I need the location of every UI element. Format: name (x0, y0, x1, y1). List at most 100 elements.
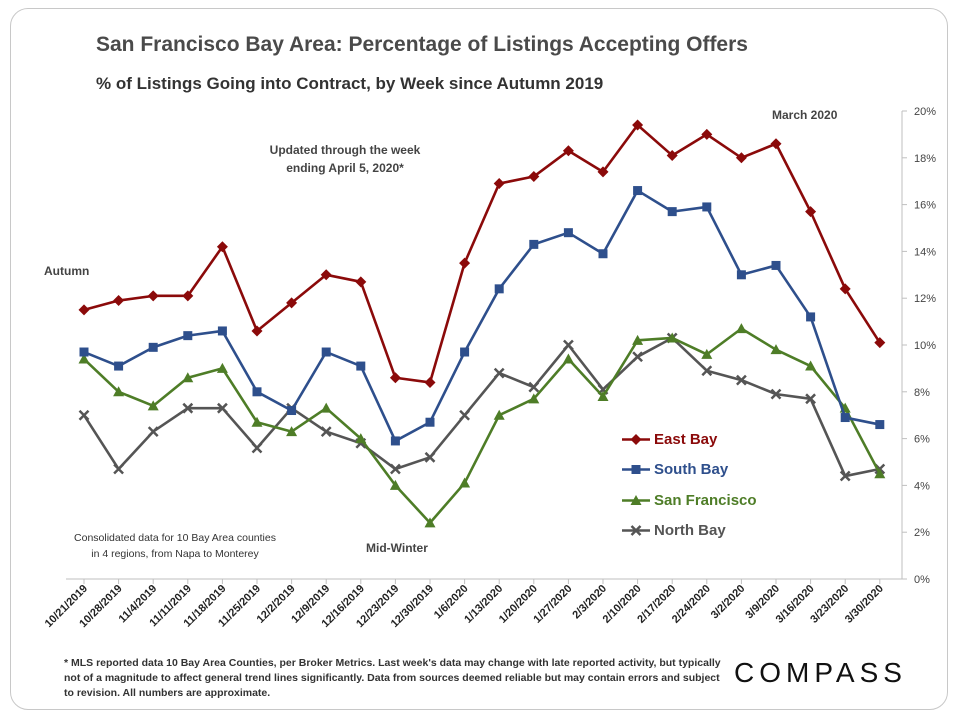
data-point-north-bay (701, 365, 713, 377)
legend-marker-san-francisco (622, 494, 650, 505)
data-point-south-bay (736, 270, 746, 280)
data-point-north-bay (632, 351, 643, 363)
data-point-east-bay (113, 295, 125, 307)
compass-logo: COMPASS (734, 657, 907, 688)
data-point-south-bay (425, 417, 435, 427)
data-point-east-bay (632, 119, 644, 131)
legend-item-east-bay: East Bay (622, 424, 757, 455)
data-point-south-bay (390, 436, 400, 446)
annotation-consolidated-line2: in 4 regions, from Napa to Monterey (91, 548, 259, 560)
data-point-north-bay (390, 463, 401, 475)
data-point-north-bay (770, 388, 782, 400)
data-point-san-francisco (597, 390, 609, 401)
data-point-north-bay (182, 402, 194, 414)
data-point-san-francisco (701, 348, 713, 359)
data-point-san-francisco (355, 433, 367, 444)
legend-label-north-bay: North Bay (654, 522, 726, 540)
annotation-updated: Updated through the week ending April 5,… (240, 141, 450, 177)
legend-marker-south-bay (622, 465, 650, 475)
data-point-south-bay (79, 347, 89, 357)
data-point-north-bay (320, 426, 332, 437)
data-point-east-bay (424, 376, 436, 388)
y-tick-label: 12% (914, 293, 936, 305)
series-line-east-bay (83, 123, 881, 384)
data-point-san-francisco (320, 402, 332, 413)
data-point-east-bay (286, 297, 298, 309)
data-point-north-bay (113, 463, 124, 475)
series-line-san-francisco (83, 327, 881, 525)
data-point-south-bay (563, 228, 573, 238)
y-tick-label: 2% (914, 527, 930, 539)
data-point-south-bay (598, 249, 608, 259)
data-point-san-francisco (770, 344, 782, 355)
data-point-north-bay (528, 381, 540, 393)
data-point-north-bay (217, 402, 228, 414)
data-point-san-francisco (216, 362, 228, 373)
legend-label-san-francisco: San Francisco (654, 491, 757, 509)
data-point-east-bay (735, 152, 747, 164)
data-point-san-francisco (251, 416, 263, 427)
data-point-san-francisco (78, 353, 90, 364)
data-point-south-bay (806, 312, 816, 322)
data-point-north-bay (839, 470, 851, 482)
data-point-east-bay (493, 178, 505, 190)
annotation-updated-line1: Updated through the week (269, 143, 421, 157)
y-tick-label: 4% (914, 480, 930, 492)
annotation-autumn: Autumn (44, 264, 90, 278)
y-tick-label: 20% (914, 106, 936, 118)
footnote: * MLS reported data 10 Bay Area Counties… (64, 657, 721, 699)
data-point-south-bay (702, 202, 712, 212)
data-point-south-bay (633, 186, 643, 196)
annotation-march: March 2020 (772, 108, 838, 122)
y-tick-label: 14% (914, 246, 936, 258)
data-point-north-bay (147, 426, 159, 437)
data-point-east-bay (839, 283, 851, 295)
chart-title: San Francisco Bay Area: Percentage of Li… (96, 33, 748, 56)
series-line-north-bay (82, 336, 881, 478)
data-point-san-francisco (805, 360, 817, 371)
y-tick-label: 18% (914, 153, 936, 165)
x-tick-label: 3/2/2020 (709, 583, 748, 622)
data-point-east-bay (805, 206, 817, 218)
data-point-east-bay (562, 145, 574, 157)
data-point-san-francisco (493, 409, 505, 420)
data-point-east-bay (389, 372, 401, 384)
data-point-san-francisco (459, 477, 471, 488)
data-point-san-francisco (389, 479, 401, 490)
y-tick-label: 10% (914, 340, 936, 352)
slide-frame (10, 8, 948, 710)
data-point-east-bay (528, 171, 540, 183)
data-point-san-francisco (147, 400, 159, 411)
data-point-north-bay (78, 409, 90, 421)
y-tick-label: 8% (914, 387, 930, 399)
data-point-san-francisco (562, 353, 574, 364)
data-point-south-bay (252, 387, 262, 397)
data-point-east-bay (78, 304, 90, 316)
annotation-midwinter: Mid-Winter (366, 541, 428, 555)
data-point-east-bay (459, 257, 471, 269)
legend-marker-north-bay (622, 525, 650, 537)
annotation-updated-line2: ending April 5, 2020* (286, 161, 404, 175)
legend-label-south-bay: South Bay (654, 461, 729, 479)
annotation-consolidated-line1: Consolidated data for 10 Bay Area counti… (74, 532, 276, 544)
data-point-east-bay (182, 290, 194, 302)
data-point-north-bay (251, 442, 263, 454)
legend-item-north-bay: North Bay (622, 516, 757, 547)
data-point-san-francisco (666, 332, 678, 343)
data-point-south-bay (148, 342, 158, 352)
data-point-san-francisco (286, 426, 298, 437)
data-point-san-francisco (113, 386, 125, 397)
data-point-south-bay (356, 361, 366, 371)
y-tick-label: 0% (914, 574, 930, 586)
data-point-east-bay (701, 128, 713, 140)
legend-item-south-bay: South Bay (622, 455, 757, 486)
data-point-east-bay (147, 290, 159, 302)
legend-marker-east-bay (622, 433, 650, 445)
data-point-south-bay (217, 326, 227, 336)
y-tick-label: 16% (914, 200, 936, 212)
data-point-south-bay (667, 207, 677, 217)
data-point-san-francisco (874, 468, 886, 479)
legend-label-east-bay: East Bay (654, 430, 718, 448)
data-point-south-bay (875, 420, 885, 430)
data-point-south-bay (840, 413, 850, 423)
